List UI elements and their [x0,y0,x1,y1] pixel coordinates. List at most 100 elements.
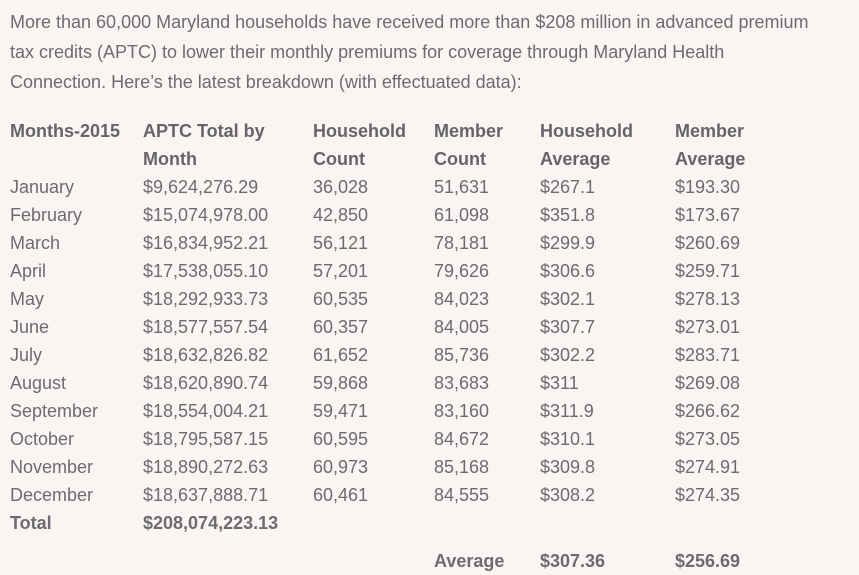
value-cell: $269.08 [675,373,741,393]
value-cell: $274.35 [675,485,741,505]
value-cell: $307.7 [540,317,596,337]
value-cell: 84,005 [434,317,490,337]
header-months: Months-2015 [10,121,121,141]
value-cell: 83,160 [434,401,490,421]
value-cell: $299.9 [540,233,596,253]
value-cell: $311.9 [540,401,594,421]
value-cell: $351.8 [540,205,596,225]
month-cell: January [10,177,75,197]
table-footer: Total $208,074,223.13 Average $307.36 $2… [10,509,795,575]
intro-paragraph: More than 60,000 Maryland households hav… [10,12,809,92]
value-cell: $302.2 [540,345,596,365]
value-cell: $260.69 [675,233,741,253]
value-cell: $18,890,272.63 [143,457,269,477]
spacer-row [10,537,795,547]
value-cell: $266.62 [675,401,741,421]
value-cell: $16,834,952.21 [143,233,269,253]
table-row: April $17,538,055.10 57,201 79,626 $306.6 $25… [10,257,795,285]
value-cell: 57,201 [313,261,369,281]
month-cell: June [10,317,50,337]
value-cell: $18,637,888.71 [143,485,269,505]
average-row: Average $307.36 $256.69 [10,547,795,575]
value-cell: $306.6 [540,261,596,281]
value-cell: 60,973 [313,457,369,477]
value-cell: 84,023 [434,289,490,309]
table-row: May $18,292,933.73 60,535 84,023 $302.1 $278.… [10,285,795,313]
value-cell: 79,626 [434,261,490,281]
value-cell: $18,577,557.54 [143,317,269,337]
value-cell: 60,535 [313,289,369,309]
header-aptc-total: APTC Total by Month [143,121,265,169]
month-cell: February [10,205,83,225]
value-cell: $9,624,276.29 [143,177,259,197]
value-cell: 36,028 [313,177,369,197]
header-household-average: Household Average [540,121,633,169]
header-member-count: Member Count [434,121,504,169]
month-cell: March [10,233,61,253]
table-header-row: Months-2015 APTC Total by Month Househol… [10,117,795,173]
value-cell: 56,121 [313,233,369,253]
month-cell: December [10,485,94,505]
value-cell: $273.05 [675,429,741,449]
table-row: August $18,620,890.74 59,868 83,683 $311 $269… [10,369,795,397]
table-row: December $18,637,888.71 60,461 84,555 $308.2… [10,481,795,509]
value-cell: 59,471 [313,401,369,421]
value-cell: 78,181 [434,233,490,253]
value-cell: 51,631 [434,177,490,197]
value-cell: 59,868 [313,373,369,393]
month-cell: April [10,261,47,281]
value-cell: $274.91 [675,457,741,477]
table-row: July $18,632,826.82 61,652 85,736 $302.2 $283… [10,341,795,369]
value-cell: $273.01 [675,317,741,337]
month-cell: November [10,457,94,477]
month-cell: May [10,289,45,309]
value-cell: $193.30 [675,177,741,197]
value-cell: $18,620,890.74 [143,373,269,393]
value-cell: 60,461 [313,485,369,505]
value-cell: $311 [540,373,579,393]
total-row: Total $208,074,223.13 [10,509,795,537]
table-row: November $18,890,272.63 60,973 85,168 $309.8… [10,453,795,481]
table-row: September $18,554,004.21 59,471 83,160 $311.… [10,397,795,425]
value-cell: 85,736 [434,345,490,365]
value-cell: $267.1 [540,177,596,197]
value-cell: 61,652 [313,345,369,365]
value-cell: $309.8 [540,457,596,477]
value-cell: $18,795,587.15 [143,429,269,449]
table-row: June $18,577,557.54 60,357 84,005 $307.7 $273… [10,313,795,341]
value-cell: 83,683 [434,373,490,393]
total-aptc-value: $208,074,223.13 [143,513,279,533]
table-row: March $16,834,952.21 56,121 78,181 $299.9 $26… [10,229,795,257]
average-household-value: $307.36 [540,551,606,571]
table-body: January $9,624,276.29 36,028 51,631 $267.1 $1… [10,173,795,509]
value-cell: $310.1 [540,429,596,449]
value-cell: $302.1 [540,289,596,309]
total-label: Total [10,513,52,533]
table-row: October $18,795,587.15 60,595 84,672 $310.1 $… [10,425,795,453]
value-cell: $173.67 [675,205,741,225]
header-household-count: Household Count [313,121,406,169]
value-cell: 84,555 [434,485,490,505]
value-cell: $308.2 [540,485,596,505]
value-cell: $283.71 [675,345,741,365]
table-row: February $15,074,978.00 42,850 61,098 $351.8… [10,201,795,229]
value-cell: 84,672 [434,429,490,449]
value-cell: $18,554,004.21 [143,401,269,421]
value-cell: $18,292,933.73 [143,289,269,309]
value-cell: 42,850 [313,205,369,225]
month-cell: September [10,401,99,421]
aptc-table: Months-2015 APTC Total by Month Househol… [10,117,795,575]
month-cell: July [10,345,43,365]
value-cell: $18,632,826.82 [143,345,269,365]
month-cell: August [10,373,67,393]
average-member-value: $256.69 [675,551,741,571]
value-cell: 60,595 [313,429,369,449]
value-cell: $259.71 [675,261,741,281]
header-member-average: Member Average [675,121,746,169]
month-cell: October [10,429,75,449]
value-cell: 61,098 [434,205,490,225]
value-cell: $278.13 [675,289,741,309]
value-cell: 85,168 [434,457,490,477]
value-cell: 60,357 [313,317,369,337]
value-cell: $15,074,978.00 [143,205,269,225]
